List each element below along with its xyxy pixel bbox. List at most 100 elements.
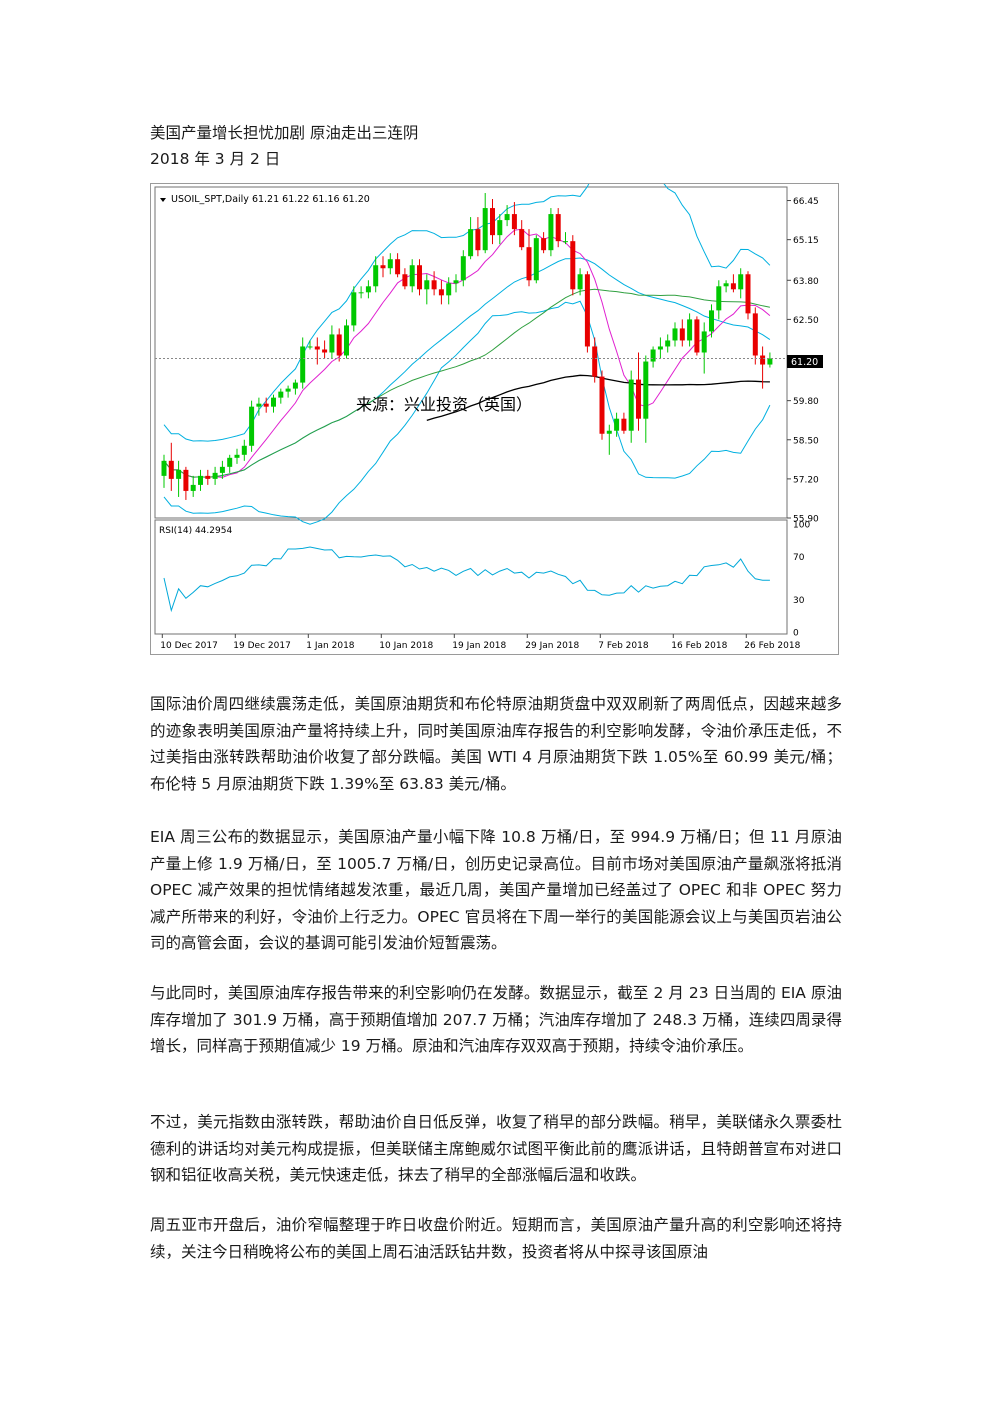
candle-body — [190, 484, 196, 491]
dropdown-triangle-icon — [160, 198, 166, 202]
candle-body — [628, 379, 634, 431]
candle-body — [380, 265, 386, 269]
paragraph-3: 与此同时，美国原油库存报告带来的利空影响仍在发酵。数据显示，截至 2 月 23 … — [150, 984, 842, 1055]
candle-body — [563, 241, 568, 243]
date-tick-label: 29 Jan 2018 — [525, 641, 579, 651]
candle-body — [577, 274, 583, 290]
candle-body — [249, 406, 255, 446]
candle-body — [219, 466, 225, 473]
candle-body — [701, 331, 707, 353]
candle-body — [176, 469, 182, 479]
price-tick-label: 55.90 — [793, 515, 819, 525]
price-tick-label: 59.80 — [793, 397, 819, 407]
middle-band-line — [163, 257, 771, 478]
ma-short-line — [163, 228, 771, 478]
date-tick-label: 16 Feb 2018 — [671, 641, 727, 651]
candle-body — [168, 460, 174, 479]
candle-body — [760, 355, 766, 365]
candle-body — [409, 265, 415, 287]
candle-body — [431, 280, 437, 290]
candle-body — [292, 382, 298, 389]
date-tick-label: 7 Feb 2018 — [598, 641, 649, 651]
paragraph-1: 国际油价周四继续震荡走低，美国原油期货和布伦特原油期货盘中双双刷新了两周低点，因… — [150, 695, 842, 793]
date-tick-label: 26 Feb 2018 — [744, 641, 800, 651]
candle-body — [256, 403, 262, 407]
candle-body — [482, 208, 488, 251]
candle-body — [584, 274, 590, 347]
candle-body — [592, 346, 598, 377]
price-tick-label: 65.15 — [793, 236, 819, 246]
candle-body — [621, 418, 627, 431]
candle-body — [672, 328, 678, 341]
paragraph-2: EIA 周三公布的数据显示，美国原油产量小幅下降 10.8 万桶/日，至 994… — [150, 828, 842, 952]
rsi-line — [163, 546, 770, 613]
candle-body — [438, 289, 444, 296]
candle-body — [344, 325, 349, 356]
candle-body — [519, 229, 525, 248]
chart-grid — [154, 186, 788, 635]
candle-body — [198, 475, 203, 485]
date-tick-label: 19 Jan 2018 — [452, 641, 506, 651]
rsi-indicator: 100 70 30 0 — [163, 521, 810, 639]
candle-body — [395, 259, 401, 275]
candle-body — [161, 460, 167, 476]
candle-body — [694, 319, 700, 353]
candle-body — [278, 391, 284, 398]
bollinger-bands — [163, 184, 771, 525]
ma-mid-line — [163, 288, 770, 478]
candle-body — [504, 214, 510, 221]
paragraph-4: 不过，美元指数由涨转跌，帮助油价自日低反弹，收复了稍早的部分跌幅。稍早，美联储永… — [150, 1113, 842, 1184]
candle-body — [606, 430, 612, 434]
price-tick-label: 62.50 — [793, 316, 819, 326]
candle-body — [716, 286, 722, 311]
chart-svg: 66.45 65.15 63.80 62.50 59.80 58.50 57.20 55.90… — [154, 184, 823, 651]
candle-body — [241, 445, 247, 455]
rsi-tick-label: 100 — [793, 521, 810, 531]
lower-band-line — [163, 300, 771, 525]
candle-body — [490, 208, 495, 236]
rsi-tick-label: 70 — [793, 553, 805, 563]
date-tick-label: 10 Jan 2018 — [379, 641, 433, 651]
candle-body — [526, 247, 532, 281]
candle-body — [475, 229, 481, 251]
date-axis: 10 Dec 2017 19 Dec 2017 1 Jan 2018 10 Jan 2… — [160, 634, 801, 651]
candle-body — [752, 313, 758, 356]
article-date: 2018 年 3 月 2 日 — [150, 150, 281, 168]
candle-body — [336, 334, 342, 356]
candle-body — [227, 457, 233, 467]
candlesticks — [161, 193, 773, 500]
candle-body — [730, 283, 736, 290]
moving-averages — [163, 228, 771, 478]
candle-body — [555, 214, 561, 242]
article-title: 美国产量增长担忧加剧 原油走出三连阴 — [150, 124, 419, 142]
rsi-pane-border — [154, 519, 788, 635]
candle-body — [417, 265, 422, 290]
candle-body — [271, 397, 276, 407]
candle-body — [614, 418, 620, 431]
candle-body — [687, 319, 693, 341]
rsi-tick-label: 0 — [793, 629, 799, 639]
date-tick-label: 1 Jan 2018 — [306, 641, 354, 651]
candle-body — [351, 292, 357, 326]
candle-body — [657, 346, 663, 350]
candle-body — [511, 214, 517, 230]
price-tick-label: 66.45 — [793, 197, 819, 207]
ma-long-line — [426, 374, 770, 422]
candle-body — [329, 334, 335, 353]
current-price-label: 61.20 — [791, 357, 818, 368]
candle-body — [650, 349, 656, 362]
candle-body — [307, 346, 313, 348]
candle-body — [387, 259, 393, 269]
candle-body — [285, 388, 291, 392]
candle-body — [570, 241, 576, 290]
date-tick-label: 10 Dec 2017 — [160, 641, 218, 651]
paragraph-5: 周五亚市开盘后，油价窄幅整理于昨日收盘价附近。短期而言，美国原油产量升高的利空影… — [150, 1216, 842, 1261]
current-price-tag — [787, 355, 823, 368]
candle-body — [738, 274, 744, 290]
candle-body — [263, 403, 269, 407]
candle-body — [541, 238, 547, 251]
rsi-label: RSI(14) 44.2954 — [159, 526, 232, 536]
candle-body — [636, 379, 641, 419]
candle-body — [234, 454, 240, 458]
candle-body — [599, 376, 605, 434]
